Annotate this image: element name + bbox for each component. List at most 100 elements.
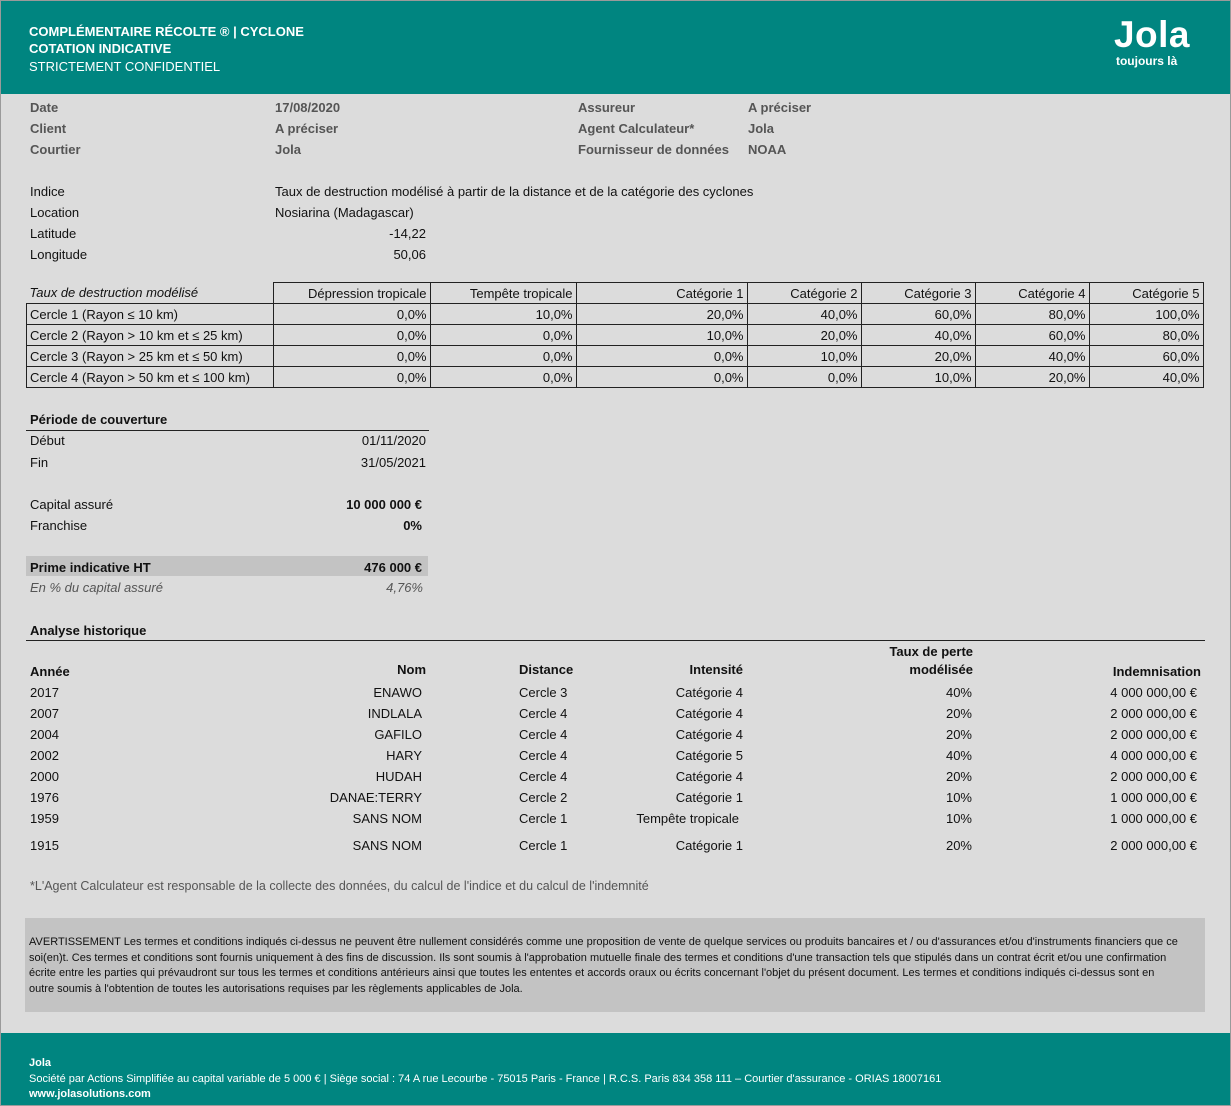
document-type: COTATION INDICATIVE (29, 41, 172, 56)
table-cell: 20,0% (575, 303, 748, 325)
history-title: Analyse historique (30, 623, 147, 638)
header-banner: COMPLÉMENTAIRE RÉCOLTE ® | CYCLONE COTAT… (1, 1, 1230, 94)
confidentiality-label: STRICTEMENT CONFIDENTIEL (29, 59, 221, 74)
row-annee: 2007 (30, 706, 59, 721)
table-row: Cercle 2 (Rayon > 10 km et ≤ 25 km) 0,0%… (26, 324, 1204, 346)
column-header: Dépression tropicale (272, 282, 431, 304)
row-intensite: Catégorie 4 (675, 685, 743, 700)
table-cell: 0,0% (272, 303, 431, 325)
table-cell: 80,0% (974, 303, 1090, 325)
row-nom: INDLALA (367, 706, 422, 721)
row-nom: SANS NOM (352, 838, 422, 853)
table-cell: 40,0% (974, 345, 1090, 367)
row-distance: Cercle 1 (519, 811, 568, 826)
row-distance: Cercle 4 (519, 769, 568, 784)
destruction-rate-table: Taux de destruction modélisé Dépression … (26, 282, 1204, 388)
row-intensite: Catégorie 4 (675, 706, 743, 721)
row-taux: 10% (945, 790, 972, 805)
row-intensite: Catégorie 1 (675, 790, 743, 805)
row-nom: HUDAH (375, 769, 422, 784)
column-header: Catégorie 4 (974, 282, 1090, 304)
jola-logo: Jola toujours là (1113, 14, 1190, 68)
fournisseur-value: NOAA (748, 142, 787, 157)
row-taux: 20% (945, 706, 972, 721)
row-indemnisation: 1 000 000,00 € (1110, 811, 1197, 826)
indice-value: Taux de destruction modélisé à partir de… (275, 184, 754, 199)
table-cell: 10,0% (429, 303, 577, 325)
row-nom: HARY (386, 748, 422, 763)
column-header: Catégorie 3 (860, 282, 976, 304)
row-label: Cercle 3 (Rayon > 25 km et ≤ 50 km) (26, 345, 274, 367)
col-indemnisation: Indemnisation (1112, 664, 1201, 679)
row-nom: GAFILO (374, 727, 422, 742)
table-cell: 60,0% (1088, 345, 1204, 367)
table-row: Cercle 3 (Rayon > 25 km et ≤ 50 km) 0,0%… (26, 345, 1204, 367)
column-header: Tempête tropicale (429, 282, 577, 304)
row-taux: 10% (945, 811, 972, 826)
date-label: Date (30, 100, 59, 115)
row-taux: 40% (945, 685, 972, 700)
col-distance: Distance (519, 662, 574, 677)
date-value: 17/08/2020 (275, 100, 341, 115)
row-annee: 1915 (30, 838, 59, 853)
row-intensite: Tempête tropicale (636, 811, 739, 826)
table-cell: 60,0% (974, 324, 1090, 346)
footer-website-link[interactable]: www.jolasolutions.com (29, 1088, 151, 1100)
col-intensite: Intensité (689, 662, 743, 677)
client-value: A préciser (275, 121, 339, 136)
row-annee: 2004 (30, 727, 59, 742)
table-cell: 10,0% (860, 366, 976, 388)
prime-value: 476 000 € (364, 560, 422, 575)
row-indemnisation: 2 000 000,00 € (1110, 769, 1197, 784)
row-annee: 1959 (30, 811, 59, 826)
fin-label: Fin (30, 455, 49, 470)
debut-value: 01/11/2020 (361, 433, 426, 448)
franchise-value: 0% (403, 518, 422, 533)
column-header: Catégorie 2 (746, 282, 862, 304)
table-title: Taux de destruction modélisé (26, 282, 273, 304)
row-distance: Cercle 4 (519, 727, 568, 742)
row-distance: Cercle 3 (519, 685, 568, 700)
table-cell: 0,0% (272, 324, 431, 346)
agent-label: Agent Calculateur* (578, 121, 695, 136)
premium-highlight (26, 556, 428, 576)
row-taux: 20% (945, 727, 972, 742)
row-label: Cercle 4 (Rayon > 50 km et ≤ 100 km) (26, 366, 274, 388)
table-cell: 0,0% (429, 324, 577, 346)
row-annee: 1976 (30, 790, 59, 805)
column-header: Catégorie 5 (1088, 282, 1204, 304)
footnote: *L'Agent Calculateur est responsable de … (30, 879, 649, 893)
column-header: Catégorie 1 (575, 282, 748, 304)
pct-value: 4,76% (386, 580, 423, 595)
capital-label: Capital assuré (30, 497, 114, 512)
assureur-value: A préciser (748, 100, 812, 115)
coverage-divider (26, 430, 429, 431)
table-cell: 20,0% (974, 366, 1090, 388)
logo-wordmark: Jola (1113, 14, 1190, 55)
longitude-value: 50,06 (393, 247, 426, 262)
table-cell: 10,0% (746, 345, 862, 367)
col-taux-line2: modélisée (909, 662, 973, 677)
debut-label: Début (30, 433, 65, 448)
latitude-label: Latitude (30, 226, 77, 241)
col-taux-line1: Taux de perte (889, 644, 973, 659)
location-value: Nosiarina (Madagascar) (275, 205, 414, 220)
table-cell: 0,0% (429, 366, 577, 388)
disclaimer-box: AVERTISSEMENT Les termes et conditions i… (25, 918, 1205, 1012)
indice-label: Indice (30, 184, 65, 199)
table-cell: 0,0% (575, 345, 748, 367)
row-intensite: Catégorie 4 (675, 769, 743, 784)
row-indemnisation: 2 000 000,00 € (1110, 838, 1197, 853)
table-cell: 20,0% (860, 345, 976, 367)
row-distance: Cercle 2 (519, 790, 568, 805)
row-nom: ENAWO (373, 685, 422, 700)
coverage-title: Période de couverture (30, 412, 168, 427)
row-annee: 2017 (30, 685, 59, 700)
table-cell: 80,0% (1088, 324, 1204, 346)
row-intensite: Catégorie 1 (675, 838, 743, 853)
franchise-label: Franchise (30, 518, 88, 533)
row-intensite: Catégorie 5 (675, 748, 743, 763)
table-cell: 60,0% (860, 303, 976, 325)
footer: Jola Société par Actions Simplifiée au c… (1, 1033, 1230, 1105)
